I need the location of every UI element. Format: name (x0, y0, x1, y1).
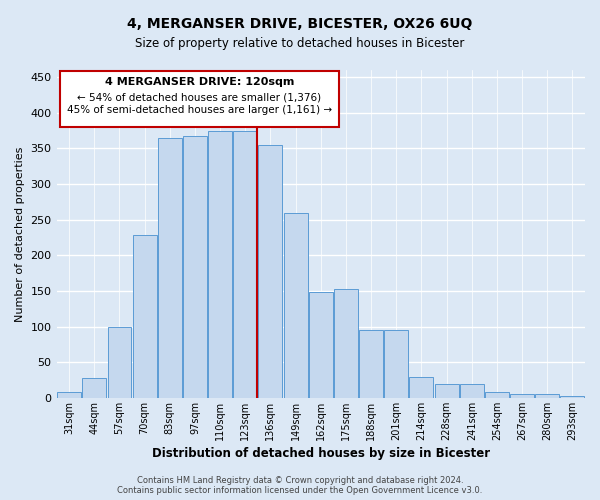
Bar (208, 130, 232, 398)
Text: Contains public sector information licensed under the Open Government Licence v3: Contains public sector information licen… (118, 486, 482, 495)
Bar (510, 394, 534, 398)
Text: Contains HM Land Registry data © Crown copyright and database right 2024.: Contains HM Land Registry data © Crown c… (137, 476, 463, 485)
Text: 4 MERGANSER DRIVE: 120sqm: 4 MERGANSER DRIVE: 120sqm (105, 77, 294, 87)
Bar (485, 392, 509, 398)
Text: ← 54% of detached houses are smaller (1,376): ← 54% of detached houses are smaller (1,… (77, 92, 322, 102)
Bar (133, 236, 157, 398)
Bar (107, 326, 131, 398)
Text: 4, MERGANSER DRIVE, BICESTER, OX26 6UQ: 4, MERGANSER DRIVE, BICESTER, OX26 6UQ (127, 18, 473, 32)
Bar (158, 138, 182, 398)
Bar (183, 136, 207, 398)
Bar (57, 392, 81, 398)
Bar (560, 396, 584, 398)
Bar (233, 130, 257, 398)
Bar (334, 289, 358, 398)
Bar (409, 376, 433, 398)
Bar (309, 292, 333, 398)
Bar (460, 384, 484, 398)
Bar (82, 378, 106, 398)
Bar (284, 212, 308, 398)
Bar (535, 394, 559, 398)
X-axis label: Distribution of detached houses by size in Bicester: Distribution of detached houses by size … (152, 447, 490, 460)
Y-axis label: Number of detached properties: Number of detached properties (15, 146, 25, 322)
Bar (259, 145, 283, 398)
Bar (385, 330, 408, 398)
Bar (434, 384, 458, 398)
Text: 45% of semi-detached houses are larger (1,161) →: 45% of semi-detached houses are larger (… (67, 105, 332, 115)
Bar (359, 330, 383, 398)
Text: Size of property relative to detached houses in Bicester: Size of property relative to detached ho… (136, 38, 464, 51)
